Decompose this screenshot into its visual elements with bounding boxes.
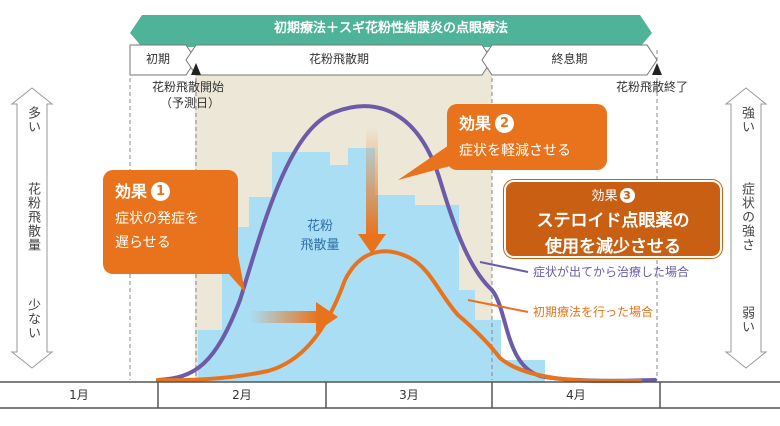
effect2-number: 2 xyxy=(495,114,515,133)
left-axis-top: 多い xyxy=(25,106,40,134)
pollen-bar xyxy=(328,165,350,382)
effect1-callout: 効果 1 症状の発症を 遅らせる xyxy=(103,170,238,274)
pollen-amount-label-line2: 飛散量 xyxy=(300,237,340,253)
effect1-heading: 効果 xyxy=(115,182,148,201)
effect3-line2: 使用を減少させる xyxy=(545,237,681,257)
pollen-bar xyxy=(272,152,330,382)
effect1-number: 1 xyxy=(151,182,171,201)
left-axis-label: 花粉飛散量 xyxy=(25,182,40,252)
right-axis-arrow-up xyxy=(724,87,768,105)
right-axis-bottom: 弱い xyxy=(739,306,754,334)
pollen-bar xyxy=(373,195,415,382)
pollen-bars xyxy=(198,148,545,382)
effect2-arrow-head xyxy=(358,234,386,254)
right-axis-top: 強い xyxy=(739,106,754,134)
month-apr: 4月 xyxy=(566,388,586,402)
dispersal-end-label: 花粉飛散終了 xyxy=(616,80,689,94)
dispersal-start-sublabel: （予測日） xyxy=(160,96,221,110)
effect1-line1: 症状の発症を xyxy=(115,211,199,227)
right-axis-label: 症状の強さ xyxy=(739,182,754,252)
pollen-bar xyxy=(413,205,459,382)
dispersal-start-label: 花粉飛散開始 xyxy=(152,80,225,94)
pollen-amount-label-line1: 花粉 xyxy=(306,219,333,234)
effect3-number: 3 xyxy=(619,188,635,203)
month-axis xyxy=(0,381,780,409)
title-banner xyxy=(130,15,652,47)
phase-late-label: 終息期 xyxy=(551,52,588,66)
effect3-callout: 効果 3 ステロイド点眼薬の 使用を減少させる xyxy=(504,180,722,258)
month-jan: 1月 xyxy=(69,388,89,402)
month-feb: 2月 xyxy=(232,388,252,402)
phase-early-label: 初期 xyxy=(145,52,170,66)
effect1-line2: 遅らせる xyxy=(115,235,171,251)
early-treatment-curve xyxy=(156,249,642,383)
phase-dispersal-label: 花粉飛散期 xyxy=(308,52,369,66)
end-marker xyxy=(652,63,662,75)
start-marker xyxy=(191,63,201,75)
legend-orange-leader xyxy=(467,299,529,313)
pollen-amount-label: 花粉 飛散量 xyxy=(290,218,350,256)
diagram-title: 初期療法＋スギ花粉性結膜炎の点眼療法 xyxy=(273,21,508,36)
legend-purple-leader xyxy=(479,261,529,273)
effect2-heading: 効果 xyxy=(459,114,492,133)
effect2-line1: 症状を軽減させる xyxy=(459,143,571,159)
left-axis-bottom: 少ない xyxy=(25,298,40,340)
left-axis-arrow-down xyxy=(10,351,54,369)
right-axis-arrow-down xyxy=(724,351,768,369)
effect3-line1: ステロイド点眼薬の xyxy=(536,211,690,231)
effect3-heading: 効果 xyxy=(591,189,618,204)
effect1-arrow-shaft xyxy=(250,311,318,323)
left-axis-arrow-up xyxy=(10,87,54,105)
month-mar: 3月 xyxy=(399,388,419,402)
phase-late-box xyxy=(481,44,658,76)
phase-dispersal-box xyxy=(185,44,493,76)
legend-late-treatment: 症状が出てから治療した場合 xyxy=(533,265,690,279)
pollen-bar xyxy=(457,290,475,382)
legend-early-treatment: 初期療法を行った場合 xyxy=(533,305,654,319)
effect2-arrow-shaft xyxy=(366,128,378,236)
effect2-callout: 効果 2 症状を軽減させる xyxy=(447,104,607,170)
effect1-arrow-head xyxy=(316,302,338,332)
